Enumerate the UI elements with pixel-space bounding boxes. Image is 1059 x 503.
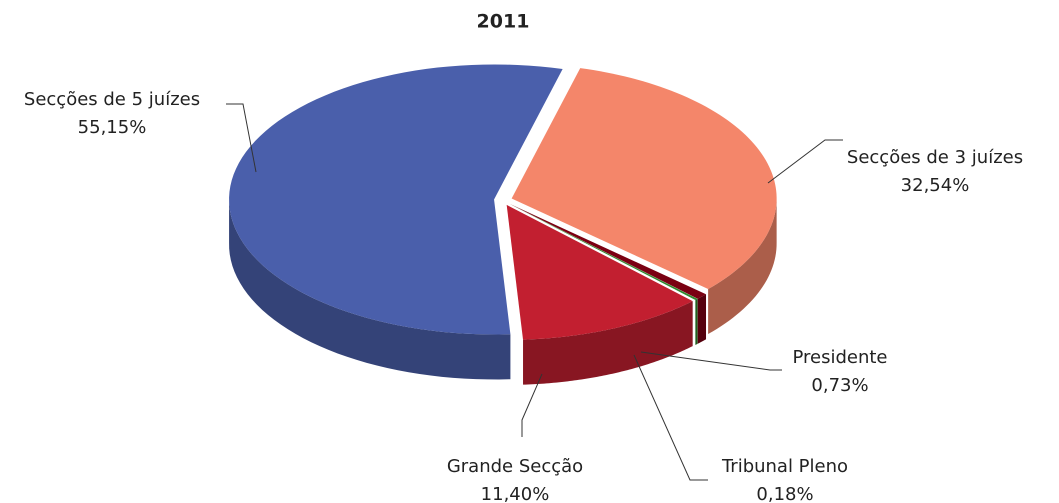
- slice-value-label: 0,73%: [811, 375, 868, 396]
- slice-value-label: 0,18%: [756, 484, 813, 503]
- pie-slice: [229, 64, 563, 335]
- pie-slice: [509, 203, 707, 299]
- slice-label: Secções de 3 juízes: [847, 147, 1023, 168]
- slice-side: [697, 294, 707, 344]
- slice-label: Grande Secção: [447, 456, 583, 477]
- slice-value-label: 11,40%: [481, 484, 550, 503]
- slice-label: Tribunal Pleno: [721, 456, 848, 477]
- leader-line: [767, 139, 843, 184]
- chart-title: 2011: [477, 11, 530, 33]
- pie-slice: [511, 68, 777, 290]
- slice-sides: [229, 197, 777, 385]
- slice-side: [229, 197, 511, 380]
- pie-slice: [509, 203, 698, 300]
- slice-side: [695, 298, 698, 345]
- slice-label: Secções de 5 juízes: [24, 89, 200, 110]
- slice-value-label: 32,54%: [901, 175, 970, 196]
- leader-line: [226, 103, 257, 173]
- slice-side: [523, 301, 693, 385]
- slice-label: Presidente: [792, 347, 887, 368]
- slice-value-label: 55,15%: [78, 117, 147, 138]
- pie-slice: [506, 204, 693, 340]
- slice-tops: [229, 64, 777, 340]
- leader-line: [640, 351, 782, 371]
- slice-side: [708, 197, 777, 335]
- leader-line: [521, 373, 543, 437]
- leader-line: [633, 354, 708, 481]
